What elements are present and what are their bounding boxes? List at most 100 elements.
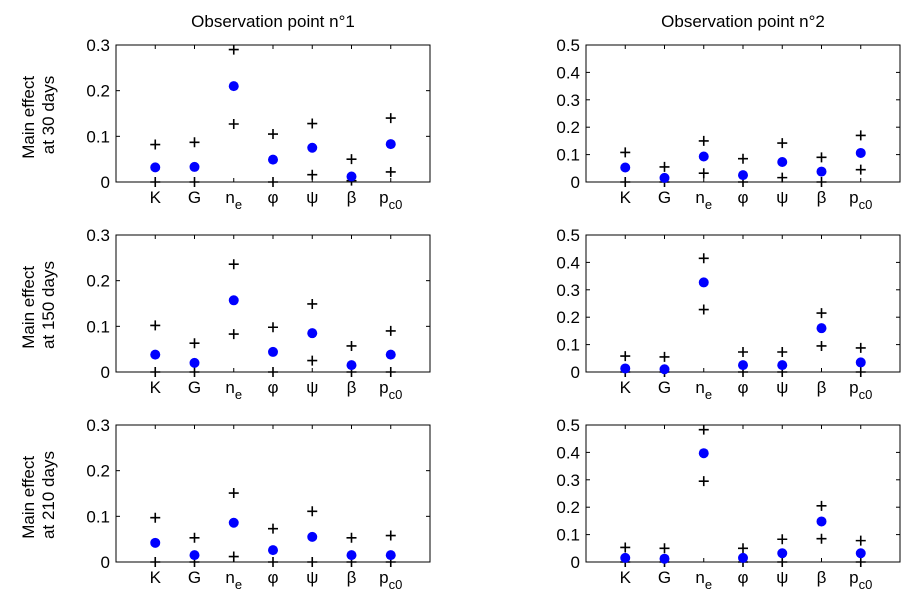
- upper-bound-marker: [855, 130, 866, 141]
- x-tick-label: pc0: [379, 188, 402, 212]
- row-label-210-days: Main effect at 210 days: [19, 451, 58, 539]
- upper-bound-marker: [777, 534, 788, 545]
- row-label-30-days: Main effect at 30 days: [19, 71, 58, 159]
- main-effect-point: [855, 357, 866, 368]
- lower-bound-marker: [307, 169, 318, 180]
- upper-bound-marker: [228, 488, 239, 499]
- main-effect-point: [189, 357, 200, 368]
- x-tick-label: ψ: [306, 378, 318, 397]
- x-tick-label: ψ: [306, 568, 318, 587]
- main-effect-point: [659, 172, 670, 183]
- upper-bound-marker: [855, 342, 866, 353]
- x-tick-label: pc0: [849, 188, 872, 212]
- y-tick-label: 0.2: [86, 82, 110, 101]
- upper-bound-marker: [268, 523, 278, 534]
- y-tick-label: 0.1: [556, 146, 580, 165]
- lower-bound-marker: [385, 367, 396, 377]
- x-tick-label: β: [347, 378, 357, 397]
- y-tick-label: 0.3: [556, 281, 580, 300]
- lower-bound-marker: [228, 551, 239, 562]
- upper-bound-marker: [816, 500, 827, 511]
- lower-bound-marker: [816, 533, 827, 544]
- x-tick-label: G: [658, 568, 671, 587]
- main-effect-point: [738, 170, 748, 181]
- x-tick-label: pc0: [849, 568, 872, 592]
- x-tick-label: φ: [737, 188, 748, 207]
- upper-bound-marker: [659, 351, 670, 362]
- main-effect-point: [738, 552, 748, 563]
- y-tick-label: 0.3: [86, 36, 110, 55]
- plot-frame: [115, 424, 431, 563]
- main-effect-point: [150, 162, 161, 173]
- y-tick-label: 0.2: [556, 118, 580, 137]
- main-effect-point: [738, 360, 748, 371]
- column-title-right: Observation point n°2: [661, 12, 825, 31]
- x-tick-label: β: [817, 378, 827, 397]
- x-tick-label: pc0: [849, 378, 872, 402]
- upper-bound-marker: [816, 152, 827, 163]
- upper-bound-marker: [346, 532, 357, 543]
- y-tick-label: 0: [101, 173, 110, 192]
- column-title-left: Observation point n°1: [191, 12, 355, 31]
- upper-bound-marker: [268, 129, 278, 140]
- main-effect-point: [150, 349, 161, 360]
- main-effect-point: [620, 552, 631, 563]
- lower-bound-marker: [228, 119, 239, 130]
- x-tick-label: β: [817, 568, 827, 587]
- upper-bound-marker: [620, 351, 631, 362]
- x-tick-label: ψ: [306, 188, 318, 207]
- main-effect-point: [346, 171, 357, 182]
- upper-bound-marker: [307, 118, 318, 129]
- y-tick-label: 0.1: [86, 507, 110, 526]
- lower-bound-marker: [307, 355, 318, 366]
- upper-bound-marker: [268, 322, 278, 333]
- y-tick-label: 0.4: [556, 63, 580, 82]
- x-tick-label: φ: [737, 568, 748, 587]
- upper-bound-marker: [150, 512, 161, 523]
- x-tick-label: K: [150, 188, 162, 207]
- lower-bound-marker: [268, 367, 278, 377]
- main-effect-point: [855, 548, 866, 559]
- lower-bound-marker: [855, 164, 866, 175]
- upper-bound-marker: [385, 530, 396, 541]
- lower-bound-marker: [189, 177, 200, 187]
- x-tick-label: ψ: [776, 568, 788, 587]
- x-tick-label: φ: [267, 568, 278, 587]
- upper-bound-marker: [189, 532, 200, 543]
- main-effect-point: [816, 166, 827, 177]
- x-tick-label: ψ: [776, 188, 788, 207]
- main-effect-point: [228, 517, 239, 528]
- main-effect-point: [816, 516, 827, 527]
- upper-bound-marker: [698, 135, 709, 146]
- x-tick-label: G: [188, 378, 201, 397]
- row-label-30-days-line1: Main effect: [19, 76, 38, 159]
- upper-bound-marker: [307, 506, 318, 517]
- row-label-30-days-line2: at 30 days: [39, 76, 58, 154]
- main-effect-point: [189, 161, 200, 172]
- y-tick-label: 0.3: [556, 91, 580, 110]
- upper-bound-marker: [620, 147, 631, 158]
- upper-bound-marker: [385, 113, 396, 124]
- main-effect-point: [620, 162, 631, 173]
- main-effect-point: [620, 363, 631, 374]
- lower-bound-marker: [855, 557, 866, 567]
- lower-bound-marker: [307, 557, 318, 567]
- main-effect-point: [385, 550, 396, 561]
- upper-bound-marker: [777, 138, 788, 149]
- main-effect-point: [816, 323, 827, 334]
- y-tick-label: 0.1: [86, 127, 110, 146]
- y-tick-label: 0.5: [556, 36, 580, 55]
- lower-bound-marker: [228, 329, 239, 340]
- x-tick-label: φ: [267, 188, 278, 207]
- main-effect-point: [228, 295, 239, 306]
- x-tick-label: β: [347, 568, 357, 587]
- y-tick-label: 0.2: [86, 462, 110, 481]
- main-effect-point: [307, 531, 318, 542]
- y-tick-label: 0: [571, 363, 580, 382]
- main-effect-point: [659, 364, 670, 375]
- x-tick-label: G: [658, 378, 671, 397]
